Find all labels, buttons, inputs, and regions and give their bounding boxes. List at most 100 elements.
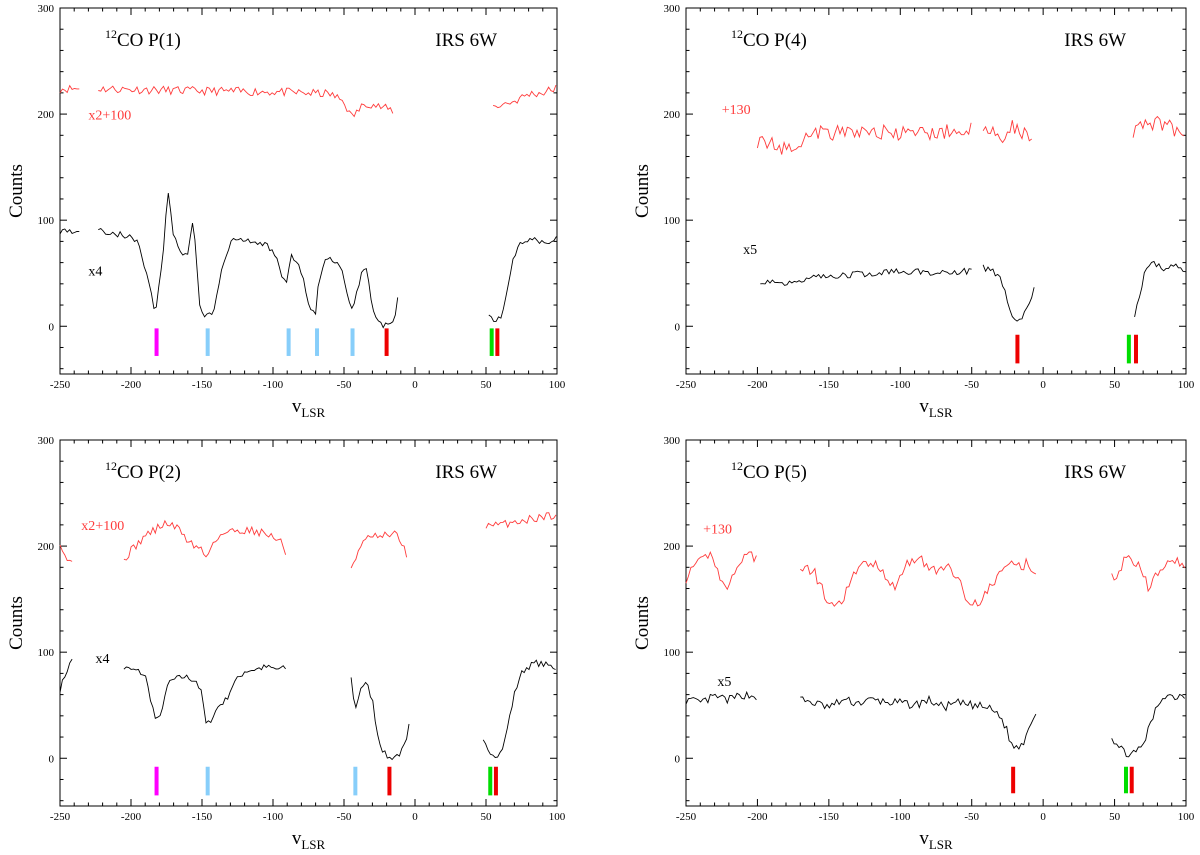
panel-title: 12CO P(4) [731, 27, 807, 51]
lower-spectrum-line [59, 658, 73, 693]
source-label: IRS 6W [435, 462, 497, 483]
lower-spectrum-line [982, 264, 1035, 322]
panel-title-superscript: 12 [105, 459, 117, 473]
lower-spectrum-line [1111, 693, 1185, 758]
lower-spectrum-line [488, 236, 557, 322]
x-tick-label: -150 [192, 811, 213, 823]
x-axis-title: vLSR [919, 396, 953, 420]
x-tick-label: -150 [192, 379, 213, 391]
plot-frame [59, 7, 558, 375]
x-tick-label: -150 [819, 811, 840, 823]
x-tick-label: 0 [1040, 811, 1046, 823]
y-tick-label: 200 [38, 109, 55, 121]
upper-series-label: x2+100 [88, 108, 131, 123]
y-tick-label: 100 [664, 647, 681, 659]
lower-series-label: x5 [717, 675, 731, 690]
lower-spectrum-line [98, 192, 399, 329]
x-tick-label: -200 [747, 811, 768, 823]
y-tick-label: 100 [38, 647, 55, 659]
lower-spectrum-line [800, 694, 1037, 750]
x-tick-label: 50 [1109, 379, 1121, 391]
x-tick-label: 50 [1109, 811, 1121, 823]
plot-frame [685, 7, 1187, 375]
source-label: IRS 6W [1064, 30, 1126, 51]
panel-title-superscript: 12 [731, 459, 743, 473]
x-axis-title-main: v [919, 828, 929, 849]
y-tick-label: 0 [49, 321, 55, 333]
panel-title-superscript: 12 [731, 27, 743, 41]
x-tick-label: -200 [121, 811, 142, 823]
x-tick-label: -250 [50, 811, 71, 823]
panel-title-main: CO P(4) [743, 30, 807, 51]
x-tick-label: -50 [964, 811, 979, 823]
upper-spectrum-line [59, 544, 73, 562]
y-tick-label: 200 [38, 541, 55, 553]
x-tick-label: -250 [50, 379, 71, 391]
x-axis-title: vLSR [292, 396, 326, 420]
lower-series-label: x5 [743, 243, 757, 258]
upper-spectrum-line [59, 84, 80, 94]
x-tick-label: -150 [819, 379, 840, 391]
x-tick-label: -100 [890, 379, 911, 391]
upper-spectrum-line [1132, 115, 1185, 138]
y-tick-label: 300 [664, 435, 681, 447]
upper-series-label: x2+100 [81, 519, 124, 534]
lower-spectrum-line [1134, 260, 1186, 317]
y-tick-label: 100 [38, 215, 55, 227]
y-tick-label: 200 [664, 541, 681, 553]
x-tick-label: 100 [549, 379, 566, 391]
y-tick-label: 300 [38, 3, 55, 15]
lower-spectrum-line [760, 267, 972, 286]
source-label: IRS 6W [1064, 462, 1126, 483]
y-tick-label: 0 [675, 753, 681, 765]
chart-panel: -250 -200 -150 -100 -50 0 50 100 0 100 200 300 vLSR C… [6, 435, 566, 852]
x-axis-title-main: v [292, 396, 302, 417]
lower-series-label: x4 [88, 264, 102, 279]
y-tick-label: 300 [38, 435, 55, 447]
plot-frame [685, 439, 1187, 807]
x-tick-label: -250 [676, 811, 697, 823]
y-axis-title: Counts [632, 596, 653, 650]
x-tick-label: 100 [1178, 379, 1195, 391]
x-axis-title: vLSR [292, 828, 326, 852]
chart-panel: -250 -200 -150 -100 -50 0 50 100 0 100 200 300 vLSR C… [632, 3, 1195, 420]
upper-series-label: +130 [703, 522, 732, 537]
panel-title-main: CO P(5) [743, 462, 807, 483]
upper-spectrum-line [98, 85, 394, 118]
x-axis-title-subscript: LSR [301, 837, 325, 852]
upper-spectrum-line [485, 512, 557, 529]
x-axis-title-subscript: LSR [929, 405, 953, 420]
y-tick-label: 0 [49, 753, 55, 765]
x-tick-label: 50 [481, 379, 493, 391]
panel-title: 12CO P(1) [105, 27, 181, 51]
x-tick-label: -200 [121, 379, 142, 391]
panel-title-main: CO P(2) [117, 462, 181, 483]
y-axis-title: Counts [6, 596, 27, 650]
y-axis-title: Counts [632, 164, 653, 218]
panel-title-main: CO P(1) [117, 30, 181, 51]
x-axis-title-subscript: LSR [301, 405, 325, 420]
y-tick-label: 100 [664, 215, 681, 227]
upper-series-label: +130 [722, 103, 751, 118]
x-tick-label: -50 [964, 379, 979, 391]
panel-title: 12CO P(2) [105, 459, 181, 483]
x-axis-title-main: v [292, 828, 302, 849]
plot-frame [59, 439, 558, 807]
upper-spectrum-line [350, 530, 408, 569]
y-axis-title: Counts [6, 164, 27, 218]
x-tick-label: -50 [337, 379, 352, 391]
lower-spectrum-line [350, 677, 410, 761]
x-tick-label: -100 [890, 811, 911, 823]
x-tick-label: 50 [481, 811, 493, 823]
x-tick-label: 100 [549, 811, 566, 823]
upper-spectrum-line [982, 120, 1032, 144]
upper-spectrum-line [685, 550, 757, 591]
x-tick-label: -100 [263, 379, 284, 391]
x-tick-label: 0 [1040, 379, 1046, 391]
y-tick-label: 200 [664, 109, 681, 121]
x-tick-label: -200 [747, 379, 768, 391]
lower-series-label: x4 [96, 652, 110, 667]
panel-title: 12CO P(5) [731, 459, 807, 483]
lower-spectrum-line [59, 228, 80, 235]
